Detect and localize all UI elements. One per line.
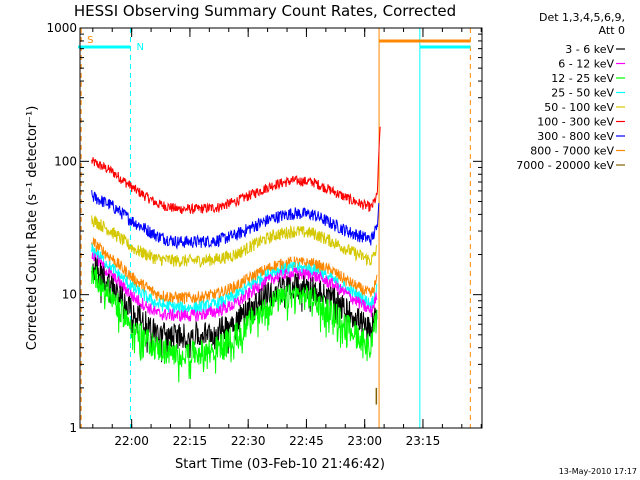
chart-title: HESSI Observing Summary Count Rates, Cor…: [74, 2, 456, 20]
series-line: [91, 126, 381, 215]
series-line: [91, 236, 378, 306]
legend-label: 3 - 6 keV: [565, 43, 614, 56]
legend-label: 100 - 300 keV: [537, 116, 614, 129]
series-line: [91, 215, 378, 268]
legend-label: 6 - 12 keV: [558, 58, 614, 71]
x-tick-label: 22:00: [114, 434, 149, 448]
flag-label: S: [87, 35, 93, 46]
x-tick-label: 22:15: [173, 434, 208, 448]
y-tick-label: 1: [69, 421, 77, 435]
legend-header: Det 1,3,4,5,6,9,: [539, 11, 625, 24]
series-line: [91, 190, 380, 250]
x-tick-label: 22:30: [231, 434, 266, 448]
series-line: [91, 257, 378, 363]
plot-area: S N 1 10 100 1000 22:00 22:15 22:30 22:45 23:00 23:…: [46, 21, 483, 448]
x-tick-label: 22:45: [289, 434, 324, 448]
legend-label: 25 - 50 keV: [551, 87, 614, 100]
y-axis-title: Corrected Count Rate (s⁻¹ detector⁻¹): [25, 106, 40, 351]
legend-label: 50 - 100 keV: [544, 101, 614, 114]
plot-frame: [79, 27, 483, 429]
x-tick-label: 23:15: [406, 434, 441, 448]
flag-label: N: [136, 42, 143, 53]
legend-label: 7000 - 20000 keV: [516, 159, 614, 172]
y-tick-label: 100: [54, 154, 77, 168]
legend-label: 12 - 25 keV: [551, 72, 614, 85]
series-line: [91, 265, 378, 383]
y-tick-label: 10: [62, 288, 77, 302]
legend: Det 1,3,4,5,6,9,Att 0 3 - 6 keV 6 - 12 keV…: [516, 11, 625, 172]
x-axis-title: Start Time (03-Feb-10 21:46:42): [175, 457, 385, 472]
legend-label: 300 - 800 keV: [537, 130, 614, 143]
footer-timestamp: 13-May-2010 17:17: [559, 467, 637, 476]
legend-label: 800 - 7000 keV: [530, 145, 614, 158]
legend-header: Att 0: [599, 24, 625, 37]
series-line: [91, 243, 378, 315]
x-tick-label: 23:00: [347, 434, 382, 448]
y-tick-label: 1000: [46, 21, 77, 35]
